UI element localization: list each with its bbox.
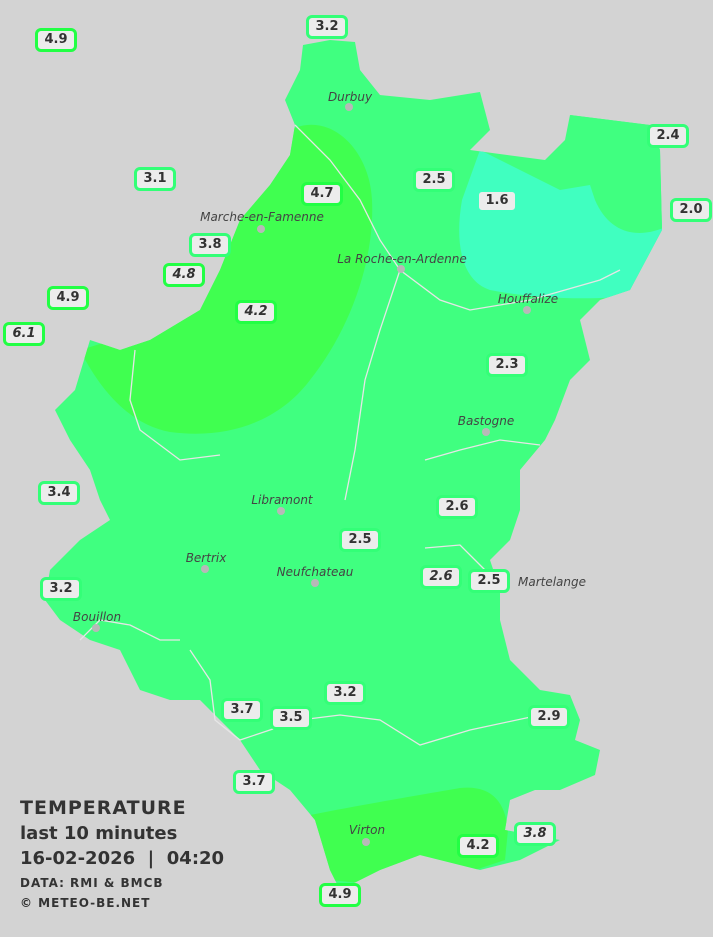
station-label[interactable]: 2.6 [436,495,478,519]
city-houffalize: Houffalize [497,292,559,306]
station-label[interactable]: 2.6 [420,565,462,589]
station-label[interactable]: 3.8 [189,233,231,257]
legend-copyright: © METEO-BE.NET [20,896,151,910]
station-label[interactable]: 2.4 [647,124,689,148]
city-la-roche-en-ardenne: La Roche-en-Ardenne [337,252,467,266]
city-marker [345,103,353,111]
station-label[interactable]: 2.5 [468,569,510,593]
station-label[interactable]: 3.2 [40,577,82,601]
legend-data-source: DATA: RMI & BMCB [20,876,164,890]
city-bouillon: Bouillon [72,610,122,624]
station-label[interactable]: 2.5 [339,528,381,552]
station-label[interactable]: 4.7 [301,182,343,206]
station-label[interactable]: 4.2 [457,834,499,858]
city-virton: Virton [348,823,386,837]
station-label[interactable]: 3.5 [270,706,312,730]
city-marche-en-famenne: Marche-en-Famenne [200,210,324,224]
legend-title: TEMPERATURE [20,797,187,819]
city-marker [257,225,265,233]
city-marker [523,306,531,314]
city-marker [362,838,370,846]
station-label[interactable]: 3.2 [324,681,366,705]
station-label[interactable]: 6.1 [3,322,45,346]
city-libramont: Libramont [251,493,313,507]
station-label[interactable]: 1.6 [476,189,518,213]
station-label[interactable]: 4.2 [235,300,277,324]
city-bastogne: Bastogne [457,414,515,428]
city-martelange: Martelange [517,575,587,589]
city-marker [482,428,490,436]
station-label[interactable]: 4.9 [319,883,361,907]
city-marker [201,565,209,573]
station-label[interactable]: 3.1 [134,167,176,191]
station-label[interactable]: 4.9 [35,28,77,52]
station-label[interactable]: 2.3 [486,353,528,377]
legend-subtitle: last 10 minutes [20,823,178,844]
city-neufchateau: Neufchateau [276,565,354,579]
station-label[interactable]: 3.2 [306,15,348,39]
station-label[interactable]: 4.9 [47,286,89,310]
station-label[interactable]: 3.4 [38,481,80,505]
city-durbuy: Durbuy [327,90,373,104]
map-legend: TEMPERATURE last 10 minutes 16-02-2026 |… [20,796,224,913]
station-label[interactable]: 2.9 [528,705,570,729]
city-bertrix: Bertrix [185,551,227,565]
station-label[interactable]: 4.8 [163,263,205,287]
city-marker [277,507,285,515]
band-northeast [570,110,662,233]
legend-datetime: 16-02-2026 | 04:20 [20,848,225,869]
rivers [79,124,621,746]
station-label[interactable]: 2.5 [413,168,455,192]
warm-band-northwest [80,124,373,434]
station-label[interactable]: 3.7 [221,698,263,722]
station-label[interactable]: 2.0 [670,198,712,222]
station-label[interactable]: 3.8 [514,822,556,846]
station-label[interactable]: 3.7 [233,770,275,794]
city-marker [311,579,319,587]
warm-band-south [310,787,508,885]
city-marker [397,265,405,273]
city-marker [92,624,100,632]
